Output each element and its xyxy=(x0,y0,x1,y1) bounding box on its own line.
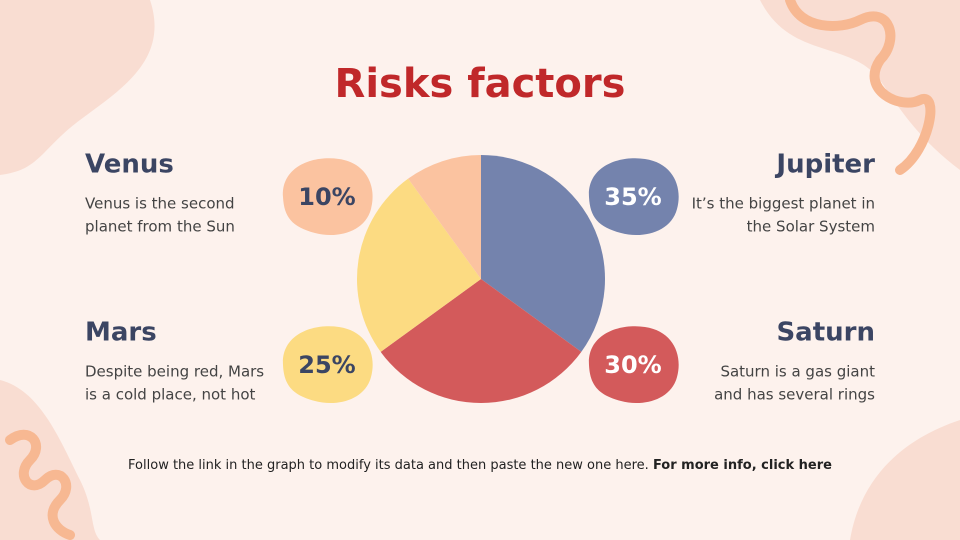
planet-description: planet from the Sun xyxy=(85,218,235,236)
footer-text: Follow the link in the graph to modify i… xyxy=(128,458,649,473)
planet-name: Mars xyxy=(85,318,157,348)
percent-label: 35% xyxy=(604,183,661,211)
planet-description: Despite being red, Mars xyxy=(85,363,264,381)
planet-description: and has several rings xyxy=(714,386,875,404)
decor-blob xyxy=(0,0,155,175)
footer-link[interactable]: For more info, click here xyxy=(653,458,832,473)
percent-label: 25% xyxy=(298,351,355,379)
percent-blob xyxy=(282,326,373,404)
planet-name: Saturn xyxy=(776,318,875,348)
planet-name: Venus xyxy=(85,150,174,180)
decor-blob xyxy=(850,420,960,540)
footer: Follow the link in the graph to modify i… xyxy=(128,458,832,473)
percent-label: 10% xyxy=(298,183,355,211)
planet-name: Jupiter xyxy=(774,150,875,180)
decor-blob xyxy=(760,0,960,170)
pie-slice xyxy=(481,155,605,352)
pie-chart xyxy=(357,155,605,403)
planet-description: is a cold place, not hot xyxy=(85,386,256,404)
percent-label: 30% xyxy=(604,351,661,379)
title: Risks factors xyxy=(335,61,626,107)
decor-squiggle xyxy=(785,0,936,175)
planet-description: the Solar System xyxy=(747,218,875,236)
planet-description: It’s the biggest planet in xyxy=(692,195,875,213)
decor-squiggle xyxy=(5,429,75,540)
labels: Jupiter It’s the biggest planet in the Sol… xyxy=(85,150,875,404)
pie-slice xyxy=(357,178,481,352)
planet-description: Venus is the second xyxy=(85,195,235,213)
percent-blob xyxy=(282,158,373,236)
decor-blob xyxy=(0,380,100,540)
percent-blob xyxy=(588,158,679,236)
planet-description: Saturn is a gas giant xyxy=(720,363,875,381)
percent-blob xyxy=(588,326,679,404)
pie-slice xyxy=(408,155,481,279)
pie-slice xyxy=(380,279,582,403)
